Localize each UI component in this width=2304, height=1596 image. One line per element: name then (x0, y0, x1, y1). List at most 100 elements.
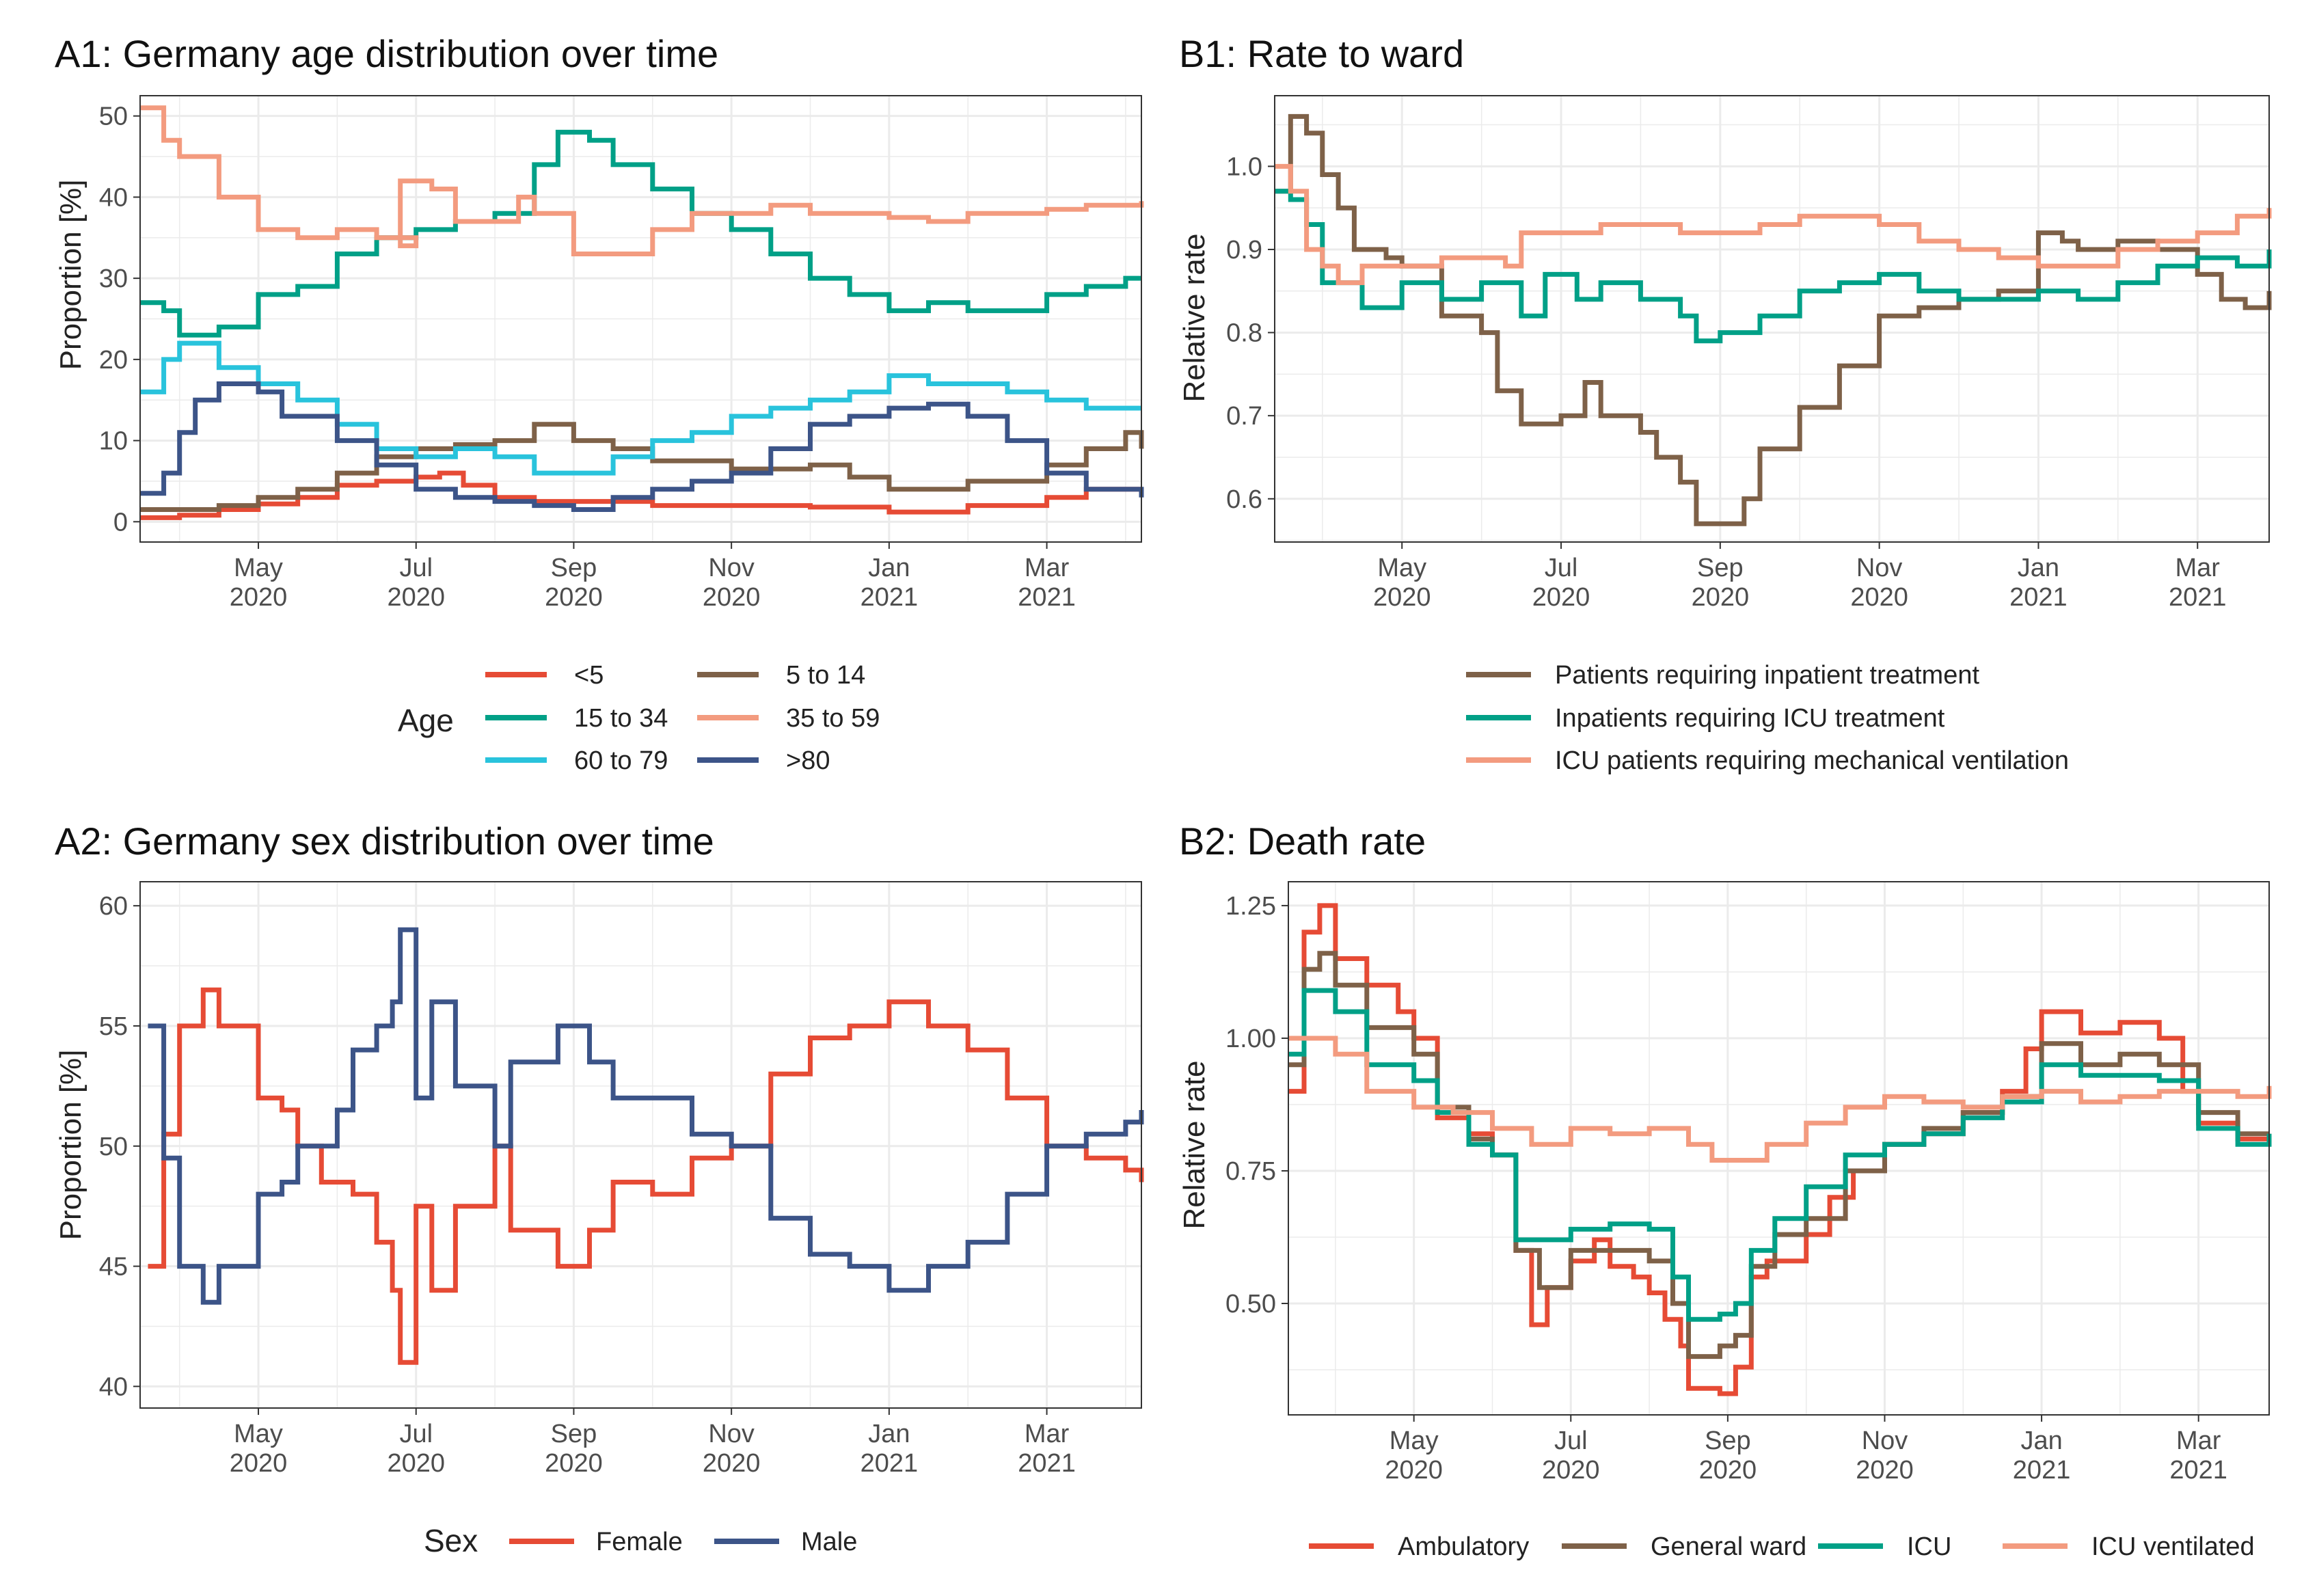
series-group (148, 927, 1144, 1365)
x-tick-label-month: Jul (1554, 1426, 1588, 1455)
x-tick-label-year: 2020 (387, 583, 445, 612)
x-tick-label-year: 2020 (545, 583, 603, 612)
y-axis-label: Proportion [%] (54, 180, 87, 370)
x-tick-label-month: May (234, 1420, 283, 1448)
legend-title: Sex (424, 1523, 478, 1558)
x-tick-label-month: Jan (868, 1420, 910, 1448)
series-line-5-to-14 (140, 422, 1144, 512)
y-tick-label: 0.6 (1226, 485, 1262, 514)
plot-frame (139, 95, 1142, 543)
grid (140, 882, 1141, 1408)
y-ticks: 0 10 20 30 40 50 (99, 103, 140, 537)
x-ticks: May2020Jul2020Sep2020Nov2020Jan2021Mar20… (230, 1408, 1076, 1478)
x-tick-label-month: Sep (1705, 1426, 1751, 1455)
panel-title: B1: Rate to ward (1179, 32, 1464, 75)
x-tick-label-year: 2020 (1699, 1456, 1757, 1485)
grid (1288, 882, 2269, 1415)
y-ticks: 0.6 0.7 0.8 0.9 1.0 (1226, 152, 1275, 514)
legend-label-icu-treatment: Inpatients requiring ICU treatment (1555, 704, 1945, 733)
series-line-male (148, 927, 1144, 1305)
y-axis-label: Relative rate (1178, 1060, 1211, 1229)
x-tick-label-year: 2020 (703, 583, 761, 612)
legend-label-female: Female (596, 1528, 683, 1556)
series-line-icu-patients-requiring-mechanical-ventilation (1275, 163, 2272, 286)
x-ticks: May2020Jul2020Sep2020Nov2020Jan2021Mar20… (230, 542, 1076, 612)
y-ticks: 0.50 0.75 1.00 1.25 (1225, 892, 1288, 1318)
x-tick-label-year: 2020 (1385, 1456, 1443, 1485)
panel-title: A2: Germany sex distribution over time (55, 820, 714, 863)
series-line-icu (1288, 988, 2272, 1322)
x-tick-label-year: 2020 (703, 1449, 761, 1478)
series-line-80 (140, 381, 1144, 512)
y-tick-label: 40 (99, 183, 128, 212)
legend-label-icu: ICU (1907, 1532, 1951, 1561)
legend: Patients requiring inpatient treatment I… (1466, 661, 2069, 775)
plot-frame (139, 881, 1142, 1409)
y-tick-label: 0.50 (1225, 1290, 1276, 1318)
legend-label-5-to-14: 5 to 14 (786, 661, 865, 690)
x-tick-label-year: 2020 (1856, 1456, 1914, 1485)
y-ticks: 40 45 50 55 60 (99, 892, 140, 1401)
y-tick-label: 40 (99, 1372, 128, 1401)
plot-frame (1288, 881, 2270, 1416)
y-tick-label: 50 (99, 1133, 128, 1161)
x-tick-label-year: 2021 (2169, 583, 2227, 612)
x-tick-label-month: Jul (1545, 554, 1578, 582)
x-tick-label-month: May (1377, 554, 1426, 582)
x-tick-label-month: Nov (1856, 554, 1903, 582)
grid (1275, 96, 2269, 542)
x-tick-label-month: Mar (1025, 1420, 1070, 1448)
series-line-60-to-79 (140, 340, 1141, 476)
series-line-icu-ventilated (1288, 1036, 2272, 1163)
y-tick-label: 0.8 (1226, 319, 1262, 348)
y-axis-label: Proportion [%] (54, 1050, 87, 1241)
x-tick-label-month: Jan (2018, 554, 2059, 582)
legend-label-15-to-34: 15 to 34 (574, 704, 668, 733)
x-tick-label-month: May (1390, 1426, 1439, 1455)
x-tick-label-year: 2020 (1850, 583, 1908, 612)
legend: Age <5 5 to 14 15 to 34 35 to 59 60 to 7… (398, 661, 880, 775)
legend-label-ventilation: ICU patients requiring mechanical ventil… (1555, 746, 2069, 775)
y-tick-label: 0 (113, 508, 128, 537)
y-tick-label: 10 (99, 427, 128, 456)
x-tick-label-month: Jan (2020, 1426, 2062, 1455)
y-tick-label: 1.0 (1226, 152, 1262, 181)
y-tick-label: 45 (99, 1253, 128, 1282)
y-tick-label: 55 (99, 1012, 128, 1041)
x-tick-label-year: 2020 (230, 583, 288, 612)
x-tick-label-month: Jul (399, 1420, 433, 1448)
legend-label-general-ward: General ward (1651, 1532, 1806, 1561)
y-tick-label: 1.25 (1225, 892, 1276, 921)
legend-label-male: Male (801, 1528, 857, 1556)
legend: Sex Female Male (424, 1523, 857, 1558)
y-tick-label: 0.9 (1226, 236, 1262, 265)
x-tick-label-month: Sep (551, 554, 597, 582)
panel-a1: A1: Germany age distribution over time P… (54, 32, 1144, 775)
x-tick-label-year: 2021 (2169, 1456, 2227, 1485)
series-group (140, 105, 1144, 520)
x-tick-label-month: Sep (1697, 554, 1744, 582)
series-line-15-to-34 (140, 129, 1141, 338)
series-line-35-to-59 (140, 105, 1144, 256)
x-tick-label-year: 2020 (1542, 1456, 1600, 1485)
panel-a2: A2: Germany sex distribution over time P… (54, 820, 1144, 1558)
x-tick-label-year: 2020 (230, 1449, 288, 1478)
x-tick-label-year: 2021 (1018, 1449, 1076, 1478)
legend-label-over-80: >80 (786, 746, 830, 775)
x-tick-label-year: 2021 (2009, 583, 2068, 612)
legend: Ambulatory General ward ICU ICU ventilat… (1309, 1532, 2255, 1561)
y-axis-label: Relative rate (1178, 233, 1211, 402)
x-tick-label-month: Mar (2176, 1426, 2221, 1455)
legend-label-ambulatory: Ambulatory (1398, 1532, 1529, 1561)
series-line-female (148, 987, 1144, 1365)
panel-b1: B1: Rate to ward Relative rate 0.6 0.7 0.8… (1178, 32, 2272, 775)
x-tick-label-month: Mar (1025, 554, 1070, 582)
y-tick-label: 20 (99, 346, 128, 375)
y-tick-label: 0.75 (1225, 1157, 1276, 1186)
series-line-5 (140, 470, 1141, 520)
x-ticks: May2020Jul2020Sep2020Nov2020Jan2021Mar20… (1385, 1415, 2227, 1485)
series-line-inpatients-requiring-icu-treatment (1275, 189, 2272, 344)
x-tick-label-year: 2020 (1373, 583, 1431, 612)
series-group (1275, 113, 2272, 526)
